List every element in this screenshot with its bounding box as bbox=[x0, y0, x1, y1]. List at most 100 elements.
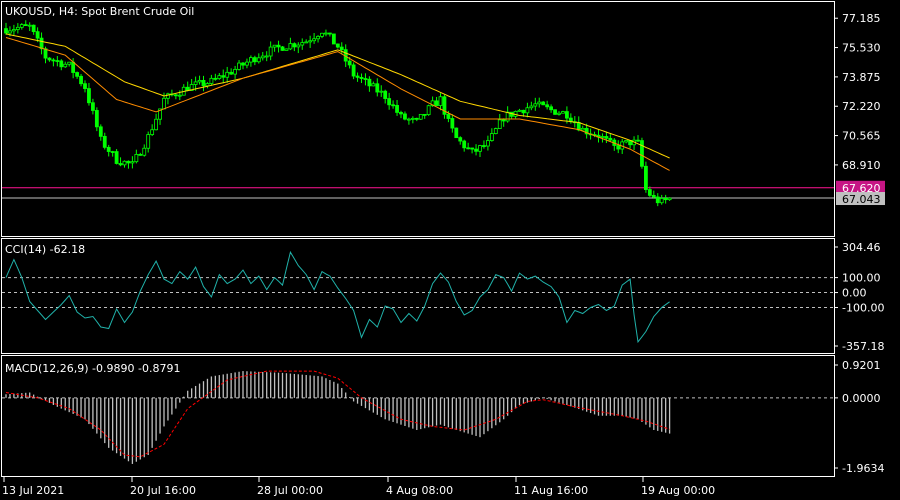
candle-body bbox=[126, 160, 131, 164]
candle-body bbox=[43, 48, 48, 59]
candle-body bbox=[166, 93, 170, 99]
candle-body bbox=[379, 90, 384, 93]
candle-body bbox=[252, 57, 257, 63]
candle-body bbox=[636, 139, 640, 142]
candle-body bbox=[644, 165, 648, 190]
candle-body bbox=[292, 43, 297, 48]
candle-body bbox=[331, 33, 336, 45]
candle-body bbox=[67, 61, 72, 65]
candle-body bbox=[94, 110, 99, 128]
candle-body bbox=[375, 83, 380, 93]
candle-body bbox=[59, 60, 64, 68]
candle-body bbox=[31, 24, 36, 33]
candle-body bbox=[134, 153, 139, 163]
price-tick-label: 73.875 bbox=[842, 71, 881, 84]
candle-body bbox=[63, 63, 68, 68]
candle-body bbox=[529, 105, 534, 109]
candle-body bbox=[446, 113, 451, 119]
candle-body bbox=[466, 147, 471, 150]
candle-body bbox=[245, 61, 249, 66]
candle-body bbox=[300, 42, 305, 46]
time-tick-label: 20 Jul 16:00 bbox=[130, 484, 196, 497]
candle-body bbox=[23, 24, 28, 27]
candle-body bbox=[217, 75, 222, 80]
macd-pane bbox=[2, 370, 834, 464]
candle-body bbox=[525, 107, 530, 114]
candle-body bbox=[146, 134, 151, 149]
candle-body bbox=[537, 101, 542, 105]
candle-body bbox=[497, 119, 502, 129]
time-tick-label: 28 Jul 00:00 bbox=[257, 484, 323, 497]
candle-body bbox=[102, 135, 107, 148]
candle-body bbox=[288, 43, 293, 50]
macd-tick-label: -1.9634 bbox=[842, 462, 884, 475]
main-pane-title: UKOUSD, H4: Spot Brent Crude Oil bbox=[5, 5, 194, 18]
candle-body bbox=[663, 198, 668, 201]
candle-body bbox=[391, 104, 396, 107]
candle-body bbox=[264, 55, 269, 58]
cci-pane bbox=[2, 250, 834, 344]
candle-body bbox=[470, 147, 475, 150]
candle-body bbox=[493, 128, 498, 134]
candle-body bbox=[324, 32, 328, 35]
candle-body bbox=[399, 112, 403, 115]
price-tick-label: 68.910 bbox=[842, 159, 881, 172]
candle-body bbox=[327, 32, 332, 35]
candle-body bbox=[651, 194, 656, 198]
candle-body bbox=[308, 40, 313, 43]
candle-body bbox=[383, 90, 388, 99]
candle-body bbox=[580, 127, 585, 131]
candle-body bbox=[517, 109, 522, 112]
candle-body bbox=[367, 78, 372, 87]
candle-body bbox=[647, 189, 652, 196]
candle-body bbox=[209, 77, 214, 84]
time-tick-label: 4 Aug 08:00 bbox=[386, 484, 453, 497]
candle-body bbox=[561, 111, 565, 114]
candle-body bbox=[549, 106, 553, 111]
candle-body bbox=[154, 118, 159, 131]
main-pane-frame bbox=[1, 1, 835, 237]
candle-body bbox=[118, 163, 123, 166]
candle-body bbox=[19, 24, 24, 28]
candle-body bbox=[55, 60, 60, 62]
candle-body bbox=[177, 94, 182, 97]
cci-tick-label: -357.18 bbox=[842, 340, 884, 353]
candle-body bbox=[418, 113, 423, 120]
candle-body bbox=[91, 102, 95, 111]
candle-body bbox=[110, 151, 115, 153]
line-price-tag: 67.620 bbox=[842, 182, 881, 195]
time-tick-label: 19 Aug 00:00 bbox=[641, 484, 715, 497]
candle-body bbox=[541, 101, 546, 106]
candle-body bbox=[11, 29, 16, 32]
candle-body bbox=[276, 44, 281, 48]
candle-body bbox=[359, 76, 364, 79]
candle-body bbox=[462, 140, 467, 149]
macd-tick-label: 0.0000 bbox=[842, 392, 881, 405]
candle-body bbox=[442, 96, 447, 115]
candle-body bbox=[229, 71, 234, 75]
candle-body bbox=[304, 41, 309, 44]
candle-body bbox=[545, 104, 550, 108]
candle-body bbox=[197, 80, 202, 83]
candle-body bbox=[406, 118, 411, 121]
candle-body bbox=[600, 136, 605, 138]
candle-body bbox=[655, 196, 660, 204]
candle-body bbox=[363, 78, 368, 80]
candle-body bbox=[667, 197, 672, 201]
candle-body bbox=[260, 55, 265, 59]
macd-tick-label: 0.9201 bbox=[842, 359, 881, 372]
candle-body bbox=[387, 98, 392, 106]
time-tick-label: 11 Aug 16:00 bbox=[514, 484, 588, 497]
price-tick-label: 72.220 bbox=[842, 100, 881, 113]
last-price-tag-bg bbox=[836, 192, 885, 206]
candle-body bbox=[138, 153, 143, 156]
candle-body bbox=[395, 104, 399, 113]
price-tick-label: 75.530 bbox=[842, 42, 881, 55]
candle-body bbox=[624, 140, 629, 143]
candle-body bbox=[640, 140, 644, 167]
candle-body bbox=[51, 59, 56, 62]
macd-pane-frame bbox=[1, 355, 835, 477]
candle-body bbox=[8, 30, 12, 34]
candle-body bbox=[39, 37, 44, 50]
candle-body bbox=[454, 127, 459, 139]
